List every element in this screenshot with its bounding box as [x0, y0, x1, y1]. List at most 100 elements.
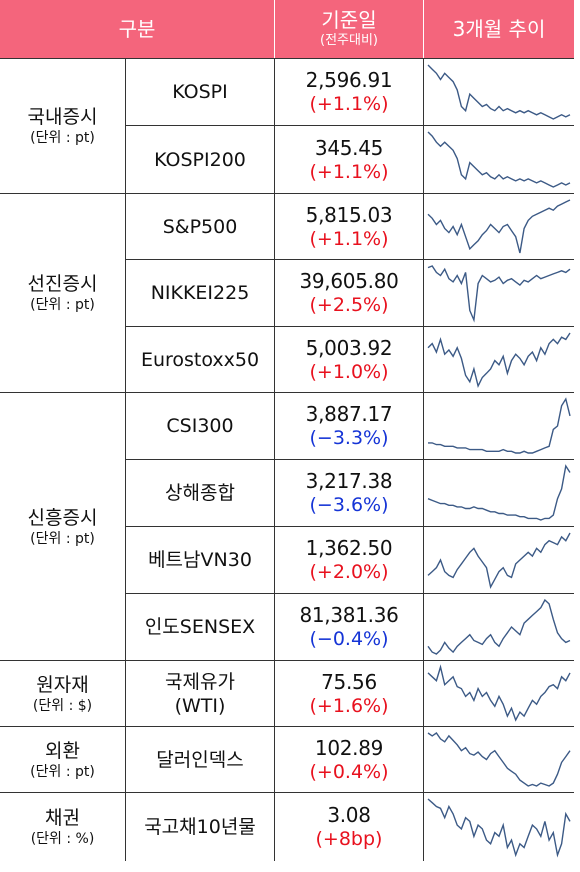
index-name: 베트남VN30	[148, 549, 252, 571]
sparkline-path	[427, 131, 571, 188]
sparkline-path	[427, 64, 571, 120]
header-category-label: 구분	[118, 17, 156, 41]
value-cell: 102.89 (+0.4%)	[275, 727, 423, 792]
group-cell: 국내증시 (단위 : pt)	[0, 59, 125, 193]
group-unit: (단위 : pt)	[30, 130, 95, 146]
header-category: 구분	[0, 0, 274, 58]
value-cell: 5,003.92 (+1.0%)	[275, 327, 423, 392]
index-name: CSI300	[166, 415, 234, 437]
trend-sparkline	[424, 661, 574, 726]
row-divider	[126, 593, 574, 594]
group-unit: (단위 : %)	[30, 831, 95, 847]
group-unit: (단위 : pt)	[30, 297, 95, 313]
sparkline-svg	[428, 397, 571, 454]
sparkline-path	[427, 598, 571, 655]
group-divider	[0, 58, 574, 59]
sparkline-svg	[427, 798, 571, 858]
trend-sparkline	[424, 727, 574, 792]
trend-sparkline	[424, 527, 574, 593]
group-name: 국내증시	[27, 106, 98, 128]
sparkline-svg	[427, 464, 571, 521]
sparkline-path	[427, 464, 571, 521]
group-divider	[0, 792, 574, 793]
row-divider	[126, 526, 574, 527]
index-value: 1,362.50	[305, 536, 393, 560]
sparkline-path	[427, 798, 571, 858]
weekly-change: (+1.1%)	[309, 93, 389, 115]
weekly-change: (+2.5%)	[309, 294, 389, 316]
index-name: 상해종합	[165, 482, 235, 504]
group-unit: (단위 : $)	[32, 697, 93, 714]
trend-sparkline	[424, 260, 574, 326]
index-name: KOSPI200	[154, 148, 246, 171]
group-divider	[0, 193, 574, 194]
sparkline-svg	[427, 199, 571, 254]
sparkline-svg	[427, 131, 571, 188]
group-unit: (단위 : pt)	[30, 530, 95, 547]
index-name: 달러인덱스	[156, 748, 244, 771]
trend-sparkline	[424, 460, 574, 526]
trend-sparkline	[424, 594, 574, 660]
header-value-sublabel: (전주대비)	[320, 33, 378, 48]
index-value: 3.08	[327, 803, 371, 827]
sparkline-svg	[427, 532, 571, 589]
row-divider	[126, 326, 574, 327]
weekly-change: (+1.1%)	[309, 160, 389, 183]
sparkline-svg	[427, 598, 571, 655]
index-name: 인도SENSEX	[144, 616, 256, 638]
trend-sparkline	[424, 327, 574, 392]
index-value: 5,815.03	[305, 202, 393, 227]
group-divider	[0, 726, 574, 727]
header-divider	[274, 0, 275, 58]
group-cell: 선진증시 (단위 : pt)	[0, 194, 125, 392]
trend-sparkline	[424, 126, 574, 193]
header-value-label: 기준일	[321, 8, 377, 32]
sparkline-path	[427, 532, 571, 589]
weekly-change: (−3.3%)	[309, 427, 389, 449]
value-cell: 345.45 (+1.1%)	[275, 126, 423, 193]
sparkline-path	[427, 732, 571, 787]
row-divider	[126, 459, 574, 460]
trend-sparkline	[424, 393, 574, 459]
index-value: 3,217.38	[305, 469, 393, 493]
index-name: S&P500	[162, 215, 238, 238]
index-name: 국고채10년물	[144, 816, 256, 838]
weekly-change: (+1.0%)	[309, 360, 389, 383]
value-cell: 2,596.91 (+1.1%)	[275, 59, 423, 125]
trend-sparkline	[424, 59, 574, 125]
group-cell: 채권 (단위 : %)	[0, 793, 125, 861]
header-trend: 3개월 추이	[424, 0, 574, 58]
value-cell: 5,815.03 (+1.1%)	[275, 194, 423, 259]
weekly-change: (+1.6%)	[309, 694, 389, 717]
index-value: 102.89	[314, 735, 384, 760]
group-cell: 외환 (단위 : pt)	[0, 727, 125, 792]
value-cell: 3,217.38 (−3.6%)	[275, 460, 423, 526]
value-cell: 3,887.17 (−3.3%)	[275, 393, 423, 459]
index-value: 3,887.17	[305, 402, 393, 426]
sparkline-path	[427, 664, 571, 722]
group-name: 원자재	[36, 673, 89, 696]
sparkline-svg	[427, 64, 571, 120]
column-divider	[274, 59, 275, 861]
index-name: NIKKEI225	[150, 282, 250, 304]
weekly-change: (−0.4%)	[309, 628, 389, 650]
weekly-change: (+2.0%)	[309, 561, 389, 583]
column-divider	[125, 59, 126, 861]
weekly-change: (−3.6%)	[309, 494, 389, 516]
trend-sparkline	[424, 194, 574, 259]
value-cell: 1,362.50 (+2.0%)	[275, 527, 423, 593]
sparkline-path	[427, 265, 571, 323]
group-cell: 신흥증시 (단위 : pt)	[0, 393, 125, 660]
sparkline-svg	[427, 332, 571, 389]
weekly-change: (+1.1%)	[309, 227, 389, 250]
sparkline-path	[427, 332, 571, 389]
index-value: 81,381.36	[299, 603, 399, 627]
sparkline-path	[428, 397, 571, 454]
trend-sparkline	[424, 793, 574, 861]
value-cell: 3.08 (+8bp)	[275, 793, 423, 861]
value-cell: 81,381.36 (−0.4%)	[275, 594, 423, 660]
index-value: 345.45	[314, 135, 384, 160]
group-name: 선진증시	[27, 273, 98, 295]
group-unit: (단위 : pt)	[30, 763, 95, 780]
